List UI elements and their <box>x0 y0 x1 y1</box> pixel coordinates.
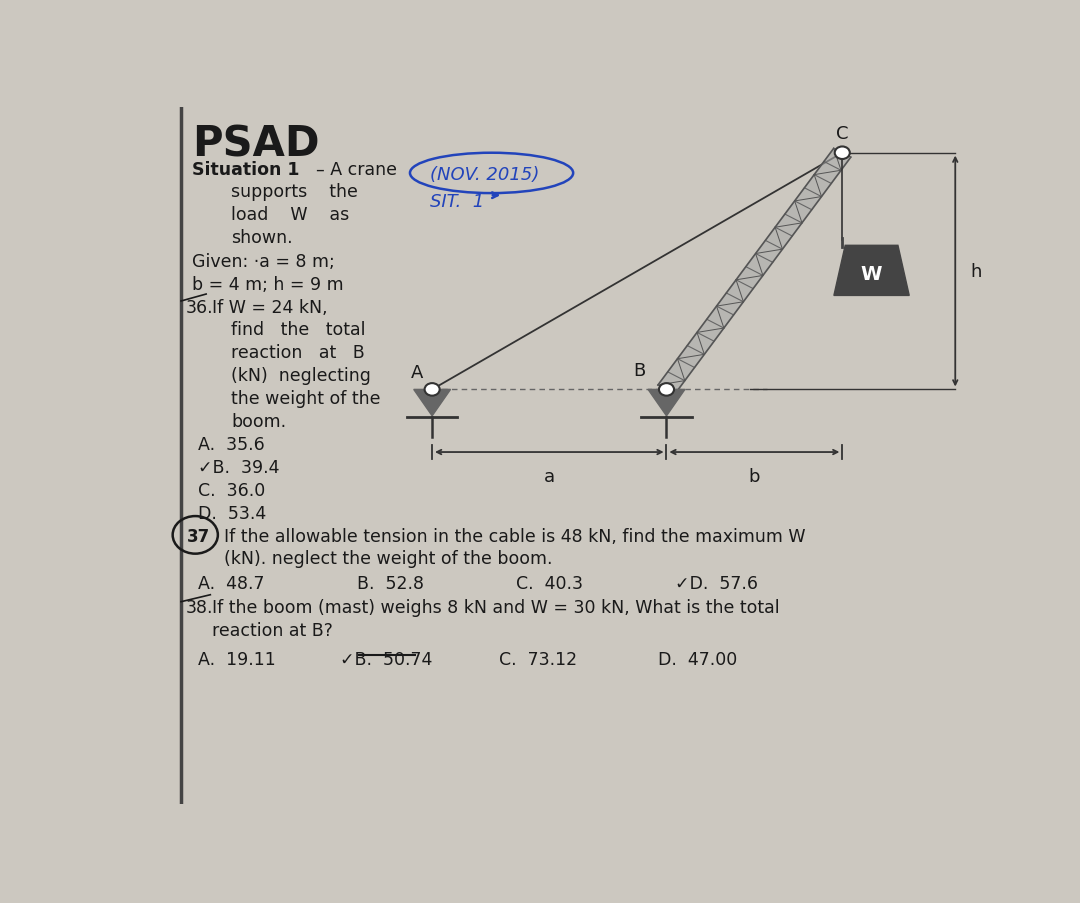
Text: SIT.  1: SIT. 1 <box>430 193 484 211</box>
Text: reaction   at   B: reaction at B <box>231 344 365 362</box>
Text: If W = 24 kN,: If W = 24 kN, <box>212 298 327 316</box>
Text: Situation 1: Situation 1 <box>192 161 299 179</box>
Text: – A crane: – A crane <box>315 161 396 179</box>
Circle shape <box>424 384 440 396</box>
Text: (kN). neglect the weight of the boom.: (kN). neglect the weight of the boom. <box>224 550 552 568</box>
Text: 38.: 38. <box>186 599 213 617</box>
Text: A.  48.7: A. 48.7 <box>198 574 265 592</box>
Text: (NOV. 2015): (NOV. 2015) <box>430 165 539 183</box>
Text: load    W    as: load W as <box>231 206 350 224</box>
Text: a: a <box>543 468 555 486</box>
Text: ✓B.  39.4: ✓B. 39.4 <box>198 459 280 477</box>
Text: A.  19.11: A. 19.11 <box>198 651 275 669</box>
Text: PSAD: PSAD <box>192 124 320 165</box>
Text: A: A <box>410 364 423 382</box>
Text: (kN)  neglecting: (kN) neglecting <box>231 367 372 385</box>
Text: D.  53.4: D. 53.4 <box>198 505 266 523</box>
Text: C.  36.0: C. 36.0 <box>198 481 265 499</box>
Text: ✓B.  50.74: ✓B. 50.74 <box>340 651 432 669</box>
Text: D.  47.00: D. 47.00 <box>658 651 738 669</box>
Polygon shape <box>834 246 909 296</box>
Text: C.  40.3: C. 40.3 <box>516 574 583 592</box>
Text: W: W <box>861 265 882 284</box>
Text: Given: ·a = 8 m;: Given: ·a = 8 m; <box>192 252 335 270</box>
Polygon shape <box>414 390 450 416</box>
Polygon shape <box>658 149 851 395</box>
Text: If the boom (mast) weighs 8 kN and W = 30 kN, What is the total: If the boom (mast) weighs 8 kN and W = 3… <box>212 599 780 617</box>
Text: 36.: 36. <box>186 298 213 316</box>
Text: reaction at B?: reaction at B? <box>212 621 333 639</box>
Text: boom.: boom. <box>231 413 286 431</box>
Text: the weight of the: the weight of the <box>231 390 381 408</box>
Polygon shape <box>648 390 685 416</box>
Text: C.  73.12: C. 73.12 <box>499 651 577 669</box>
Text: b: b <box>748 468 760 486</box>
Text: find   the   total: find the total <box>231 321 366 340</box>
Text: A.  35.6: A. 35.6 <box>198 436 265 454</box>
Text: shown.: shown. <box>231 228 293 247</box>
Text: 37: 37 <box>187 527 211 545</box>
Text: supports    the: supports the <box>231 182 359 200</box>
Text: ✓D.  57.6: ✓D. 57.6 <box>675 574 758 592</box>
Circle shape <box>835 147 850 160</box>
Text: b = 4 m; h = 9 m: b = 4 m; h = 9 m <box>192 275 343 293</box>
Text: C: C <box>836 126 849 143</box>
Text: B.  52.8: B. 52.8 <box>356 574 423 592</box>
Text: B: B <box>633 361 646 379</box>
Circle shape <box>659 384 674 396</box>
Text: h: h <box>970 263 982 281</box>
Text: If the allowable tension in the cable is 48 kN, find the maximum W: If the allowable tension in the cable is… <box>224 527 806 545</box>
